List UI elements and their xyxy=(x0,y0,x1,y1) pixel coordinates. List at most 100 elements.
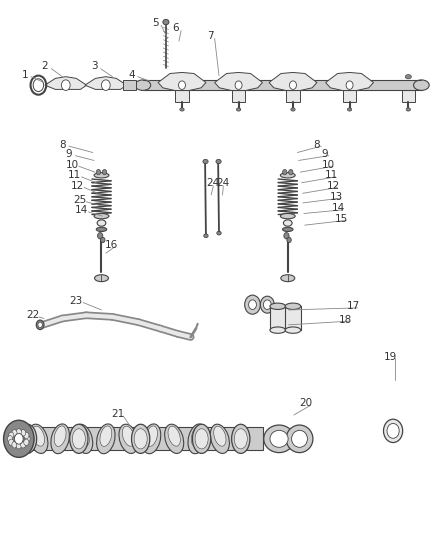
Ellipse shape xyxy=(168,426,180,446)
Circle shape xyxy=(384,419,403,442)
Bar xyxy=(17,427,262,450)
Circle shape xyxy=(245,295,260,314)
Polygon shape xyxy=(45,77,87,90)
Ellipse shape xyxy=(135,80,151,91)
Text: 14: 14 xyxy=(332,203,345,213)
Ellipse shape xyxy=(72,429,85,449)
Ellipse shape xyxy=(195,429,208,449)
Ellipse shape xyxy=(291,108,295,111)
Text: 3: 3 xyxy=(92,61,98,71)
Circle shape xyxy=(289,169,293,175)
Text: 6: 6 xyxy=(172,23,179,33)
Ellipse shape xyxy=(270,303,286,310)
Circle shape xyxy=(9,432,14,439)
Circle shape xyxy=(16,429,21,435)
Text: 19: 19 xyxy=(384,352,398,361)
Text: 7: 7 xyxy=(207,31,214,41)
Circle shape xyxy=(38,322,42,327)
Ellipse shape xyxy=(192,424,211,454)
Ellipse shape xyxy=(270,327,286,333)
Text: 24: 24 xyxy=(207,177,220,188)
Circle shape xyxy=(36,320,44,329)
Ellipse shape xyxy=(94,173,109,178)
Circle shape xyxy=(25,435,30,442)
Ellipse shape xyxy=(131,424,150,454)
Ellipse shape xyxy=(234,429,247,449)
Circle shape xyxy=(21,430,26,436)
Ellipse shape xyxy=(122,426,134,446)
Circle shape xyxy=(283,169,287,175)
Circle shape xyxy=(102,80,110,91)
Circle shape xyxy=(61,80,70,91)
Circle shape xyxy=(387,423,399,438)
Ellipse shape xyxy=(165,424,184,454)
Polygon shape xyxy=(269,72,317,91)
Ellipse shape xyxy=(280,173,295,178)
Circle shape xyxy=(21,442,26,448)
Ellipse shape xyxy=(94,214,109,219)
Bar xyxy=(123,80,136,91)
Circle shape xyxy=(4,420,34,457)
Ellipse shape xyxy=(283,227,293,231)
Circle shape xyxy=(98,232,103,239)
Bar xyxy=(286,91,300,102)
Circle shape xyxy=(12,442,17,448)
Text: 4: 4 xyxy=(129,70,135,79)
Polygon shape xyxy=(158,72,206,91)
Circle shape xyxy=(96,169,101,175)
Text: 11: 11 xyxy=(68,171,81,180)
Text: 14: 14 xyxy=(75,205,88,215)
Ellipse shape xyxy=(290,75,296,79)
Circle shape xyxy=(290,81,297,90)
Circle shape xyxy=(287,237,291,243)
Text: 9: 9 xyxy=(321,149,328,159)
Text: 11: 11 xyxy=(325,171,338,180)
Ellipse shape xyxy=(54,426,66,447)
Ellipse shape xyxy=(281,274,295,281)
Text: 17: 17 xyxy=(346,301,360,311)
Ellipse shape xyxy=(29,424,48,454)
Circle shape xyxy=(346,81,353,90)
Circle shape xyxy=(9,439,14,446)
Circle shape xyxy=(179,81,185,90)
Circle shape xyxy=(24,439,29,446)
Ellipse shape xyxy=(96,227,107,231)
Ellipse shape xyxy=(285,327,301,333)
Ellipse shape xyxy=(292,430,307,447)
Circle shape xyxy=(16,442,21,449)
Text: 5: 5 xyxy=(152,18,159,28)
Circle shape xyxy=(249,300,256,310)
Ellipse shape xyxy=(286,425,313,453)
Ellipse shape xyxy=(97,220,106,226)
Circle shape xyxy=(284,232,289,239)
Circle shape xyxy=(24,432,29,439)
Text: 1: 1 xyxy=(22,70,28,79)
Ellipse shape xyxy=(285,303,301,310)
Text: 8: 8 xyxy=(59,140,66,150)
Bar xyxy=(402,91,415,102)
Text: 8: 8 xyxy=(314,140,320,150)
Ellipse shape xyxy=(145,426,157,447)
Ellipse shape xyxy=(210,424,230,454)
Ellipse shape xyxy=(203,159,208,164)
Circle shape xyxy=(7,435,13,442)
Ellipse shape xyxy=(216,159,221,164)
Circle shape xyxy=(101,237,105,243)
Text: 22: 22 xyxy=(26,310,39,320)
Bar xyxy=(143,80,421,91)
Polygon shape xyxy=(215,72,262,91)
Ellipse shape xyxy=(142,424,161,454)
Ellipse shape xyxy=(413,80,429,91)
Ellipse shape xyxy=(188,424,206,454)
Text: 2: 2 xyxy=(42,61,48,71)
Ellipse shape xyxy=(97,424,115,454)
Ellipse shape xyxy=(406,108,410,111)
Circle shape xyxy=(263,300,271,310)
Ellipse shape xyxy=(191,426,203,447)
Ellipse shape xyxy=(95,274,109,281)
Text: 10: 10 xyxy=(65,160,78,169)
Ellipse shape xyxy=(405,75,411,79)
Text: 12: 12 xyxy=(71,181,84,191)
Bar xyxy=(176,91,188,102)
Text: 9: 9 xyxy=(66,149,72,159)
